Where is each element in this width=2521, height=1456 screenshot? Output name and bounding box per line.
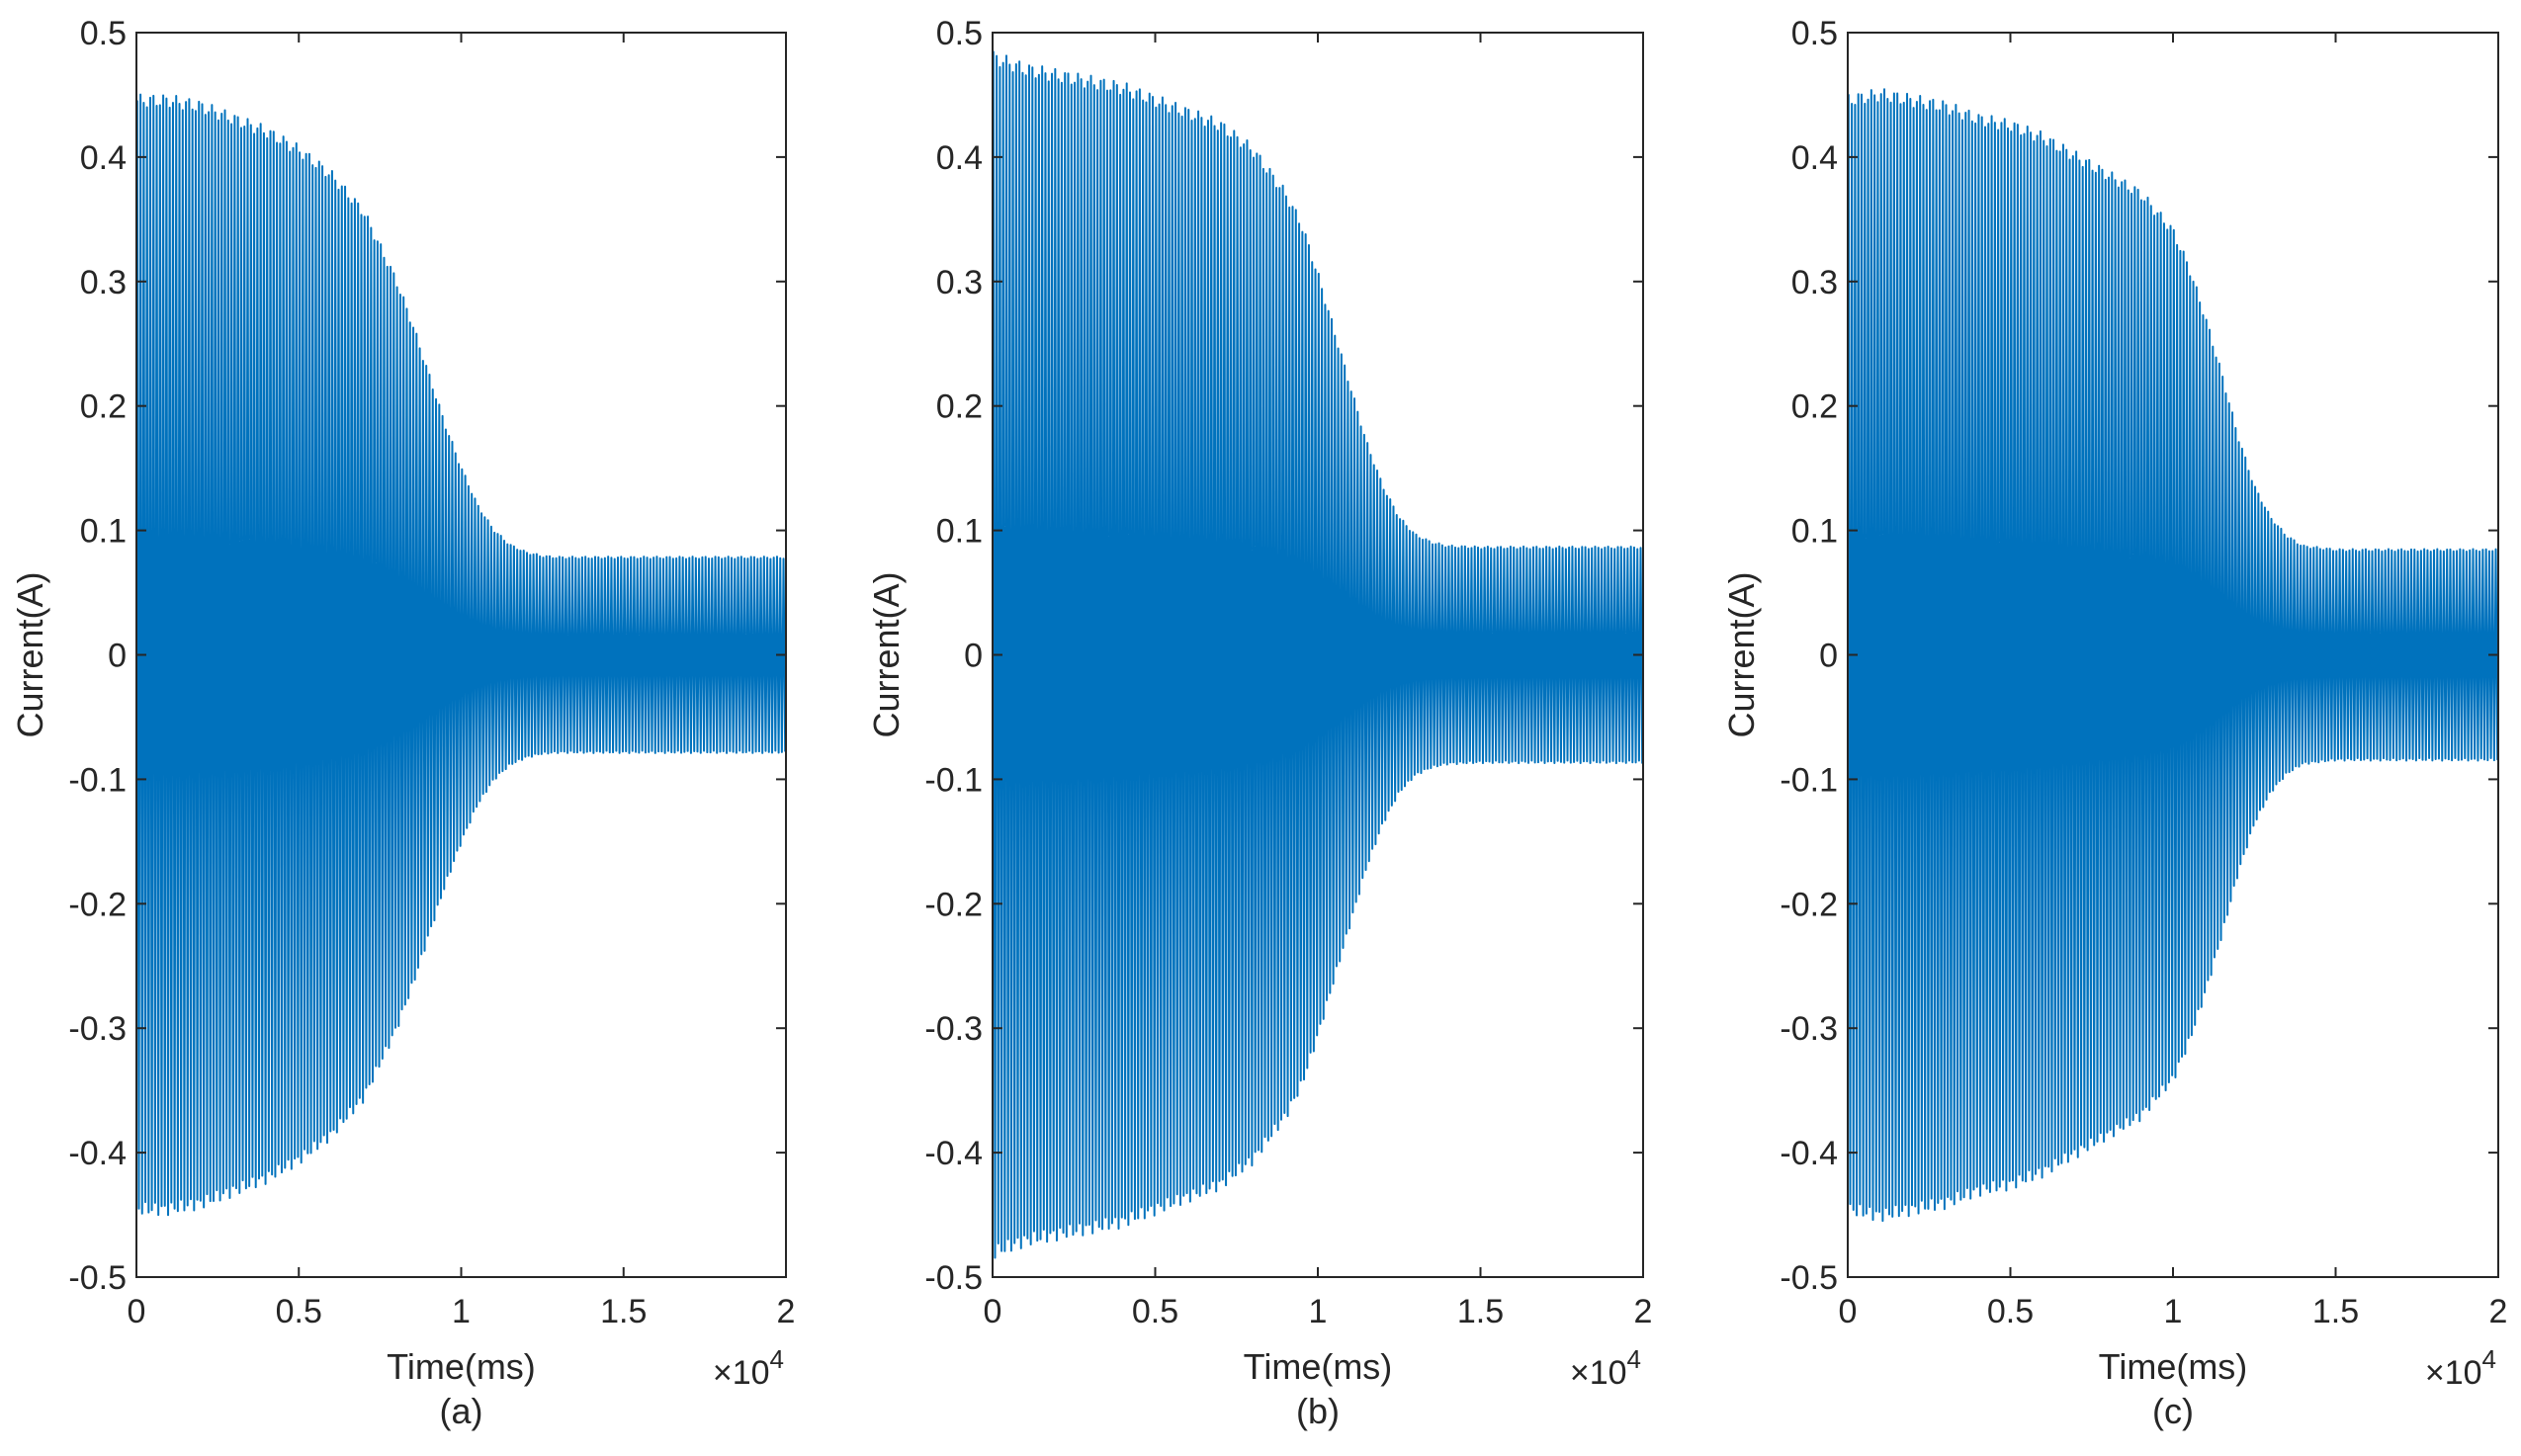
y-tick-label: -0.1 — [1780, 761, 1838, 799]
panel-caption: (a) — [440, 1391, 483, 1431]
y-tick-label: 0.5 — [1791, 15, 1838, 52]
y-tick-label: 0.4 — [936, 139, 983, 177]
y-tick-label: -0.2 — [1780, 886, 1838, 923]
x-tick-label: 1.5 — [600, 1293, 647, 1330]
x-tick-label: 2 — [2489, 1293, 2508, 1330]
x-axis-title: Time(ms) — [1244, 1346, 1393, 1387]
x-tick-label: 0.5 — [1132, 1293, 1178, 1330]
y-tick-label: -0.5 — [1780, 1259, 1838, 1297]
panel-caption: (b) — [1296, 1391, 1340, 1431]
y-tick-label: -0.1 — [68, 761, 127, 799]
y-tick-label: -0.3 — [924, 1010, 983, 1048]
x-tick-label: 2 — [777, 1293, 796, 1330]
y-axis-title: Current(A) — [10, 571, 50, 737]
y-tick-label: 0.4 — [80, 139, 127, 177]
x-axis-title: Time(ms) — [387, 1346, 536, 1387]
y-tick-label: -0.4 — [68, 1135, 127, 1172]
chart-panel-3: -0.5 -0.4 -0.3 -0.2 -0.1 0 0.1 0.2 0.3 0.4 0.5 0 0.5… — [1721, 15, 2507, 1431]
x-tick-label: 1 — [2164, 1293, 2183, 1330]
y-tick-label: 0.5 — [936, 15, 983, 52]
x-axis-title: Time(ms) — [2099, 1346, 2248, 1387]
x-tick-label: 0.5 — [1987, 1293, 2034, 1330]
y-tick-label: 0 — [108, 638, 127, 675]
y-tick-label: -0.4 — [924, 1135, 983, 1172]
y-tick-label: -0.5 — [924, 1259, 983, 1297]
y-tick-label: 0.2 — [80, 388, 127, 426]
x-tick-label: 2 — [1634, 1293, 1653, 1330]
y-tick-label: -0.3 — [68, 1010, 127, 1048]
y-tick-label: -0.2 — [68, 886, 127, 923]
x-tick-label: 1.5 — [2312, 1293, 2359, 1330]
y-tick-label: 0.1 — [936, 513, 983, 551]
series-line — [135, 93, 787, 1217]
y-tick-label: 0 — [964, 638, 983, 675]
y-tick-label: 0 — [1819, 638, 1838, 675]
x-multiplier-label: ×104 — [2425, 1344, 2496, 1392]
x-tick-label: 1 — [1309, 1293, 1328, 1330]
chart-panel-1: -0.5 -0.4 -0.3 -0.2 -0.1 0 0.1 0.2 0.3 0.4 0.5 0 0.5… — [10, 15, 795, 1431]
y-axis-title: Current(A) — [1721, 571, 1762, 737]
x-tick-label: 0 — [1839, 1293, 1858, 1330]
y-tick-label: 0.3 — [936, 264, 983, 301]
y-tick-label: 0.1 — [1791, 513, 1838, 551]
y-tick-label: 0.3 — [1791, 264, 1838, 301]
y-tick-label: -0.2 — [924, 886, 983, 923]
chart-panel-2: -0.5 -0.4 -0.3 -0.2 -0.1 0 0.1 0.2 0.3 0.4 0.5 0 0.5… — [866, 15, 1652, 1431]
y-tick-label: 0.5 — [80, 15, 127, 52]
x-multiplier-label: ×104 — [713, 1344, 784, 1392]
y-tick-label: -0.5 — [68, 1259, 127, 1297]
x-tick-label: 0 — [984, 1293, 1002, 1330]
y-tick-label: -0.1 — [924, 761, 983, 799]
series-line — [992, 50, 1644, 1259]
y-tick-label: 0.3 — [80, 264, 127, 301]
y-tick-label: 0.1 — [80, 513, 127, 551]
series-line — [1847, 88, 2499, 1223]
x-multiplier-label: ×104 — [1570, 1344, 1641, 1392]
x-tick-label: 1.5 — [1457, 1293, 1504, 1330]
x-tick-label: 0.5 — [276, 1293, 322, 1330]
panel-caption: (c) — [2152, 1391, 2194, 1431]
y-tick-label: 0.2 — [936, 388, 983, 426]
y-tick-label: -0.3 — [1780, 1010, 1838, 1048]
y-tick-label: -0.4 — [1780, 1135, 1838, 1172]
y-tick-label: 0.2 — [1791, 388, 1838, 426]
y-axis-title: Current(A) — [866, 571, 907, 737]
y-tick-label: 0.4 — [1791, 139, 1838, 177]
x-tick-label: 0 — [128, 1293, 146, 1330]
x-tick-label: 1 — [452, 1293, 471, 1330]
